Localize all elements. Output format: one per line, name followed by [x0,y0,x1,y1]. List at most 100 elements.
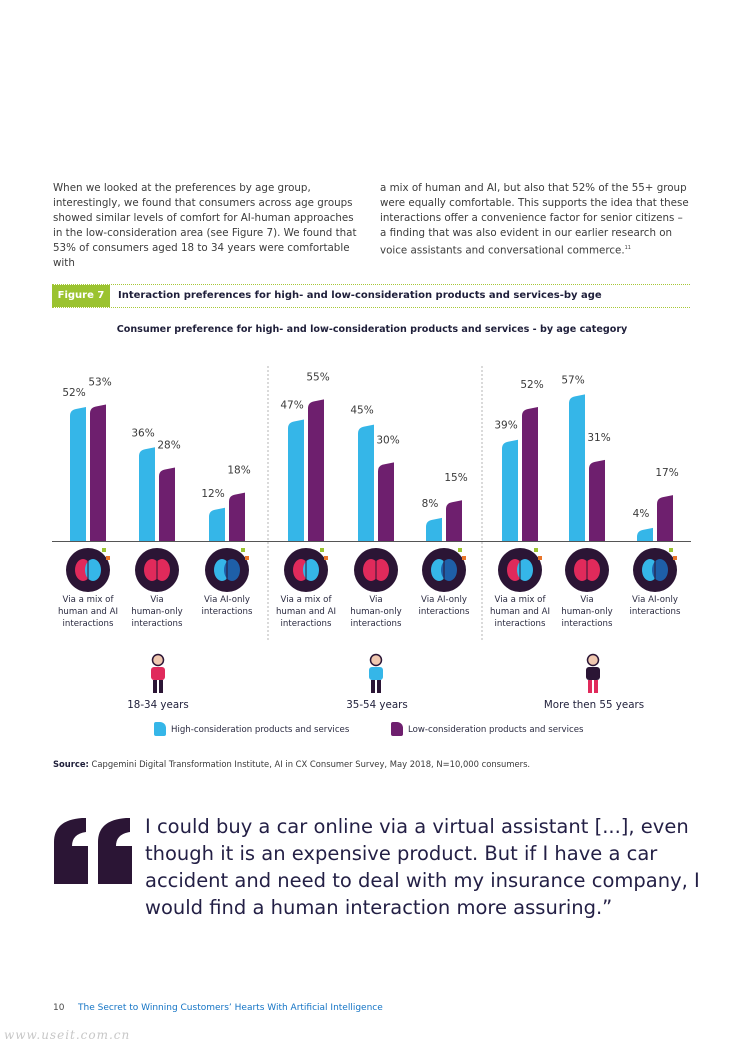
data-label: 12% [201,488,224,500]
legend-label-high: High-consideration products and services [171,725,350,735]
category-label-line: Via [580,595,594,605]
data-label: 4% [633,508,650,520]
bar-high [209,507,225,541]
category-label: Via human-only interactions [552,594,622,630]
data-label: 47% [280,400,303,412]
category-label-line: Via a mix of [62,595,114,605]
brain-icon [135,548,179,592]
category-label: Via AI-only interactions [192,594,262,618]
data-label: 17% [655,467,678,479]
data-label: 36% [131,427,154,439]
category-label-line: Via AI-only [421,595,467,605]
bar-low [229,492,245,541]
bar-high [358,424,374,541]
brain-icon [565,548,609,592]
data-label: 52% [520,379,543,391]
category-label-line: human-only [561,607,613,617]
category-label-line: Via a mix of [280,595,332,605]
page-number: 10 [53,1003,65,1013]
age-label-55-plus: More then 55 years [543,699,645,711]
footnote-ref: 11 [624,245,631,251]
bar-low [589,459,605,541]
category-label-line: human and AI [57,607,119,617]
category-label-line: interactions [201,607,253,617]
brain-icon [354,548,398,592]
category-label: Via a mix of human and AI interactions [271,594,341,630]
bar-low [90,404,106,541]
category-label-line: interactions [350,619,402,629]
category-label-line: Via AI-only [204,595,250,605]
circuit-brain-icon [633,548,677,592]
data-label: 55% [306,371,329,383]
data-label: 31% [587,432,610,444]
category-label-line: human-only [131,607,183,617]
data-label: 39% [494,420,517,432]
data-label: 28% [157,439,180,451]
brain-circuit-icon [498,548,542,592]
bar-high [70,406,86,541]
middle-aged-woman-icon [369,653,383,693]
category-label-line: interactions [629,607,681,617]
senior-person-icon [586,653,600,693]
data-label: 57% [561,374,584,386]
watermark: www.useit.com.cn [4,1028,131,1042]
source-text: Capgemini Digital Transformation Institu… [91,759,531,769]
figure-tag: Figure 7 [52,285,110,307]
pull-quote: I could buy a car online via a virtual a… [145,815,700,919]
data-label: 53% [88,376,111,388]
bar-high [426,517,442,541]
data-label: 45% [350,405,373,417]
young-person-icon [151,653,165,693]
source-note: Source: Capgemini Digital Transformation… [53,759,530,769]
bar-high [569,394,585,541]
category-label-line: interactions [131,619,183,629]
circuit-brain-icon [205,548,249,592]
category-label-line: interactions [280,619,332,629]
circuit-brain-icon [422,548,466,592]
source-label: Source: [53,759,89,769]
legend-swatch-high [154,722,166,736]
category-label-line: Via a mix of [494,595,546,605]
footer-title: The Secret to Winning Customers’ Hearts … [78,1003,383,1013]
brain-circuit-icon [284,548,328,592]
bar-low [308,399,324,541]
data-label: 15% [444,472,467,484]
category-label: Via AI-only interactions [620,594,690,618]
bar-high [288,419,304,541]
intro-paragraph-right: a mix of human and AI, but also that 52%… [380,181,692,258]
data-label: 52% [62,387,85,399]
category-label-line: interactions [494,619,546,629]
category-label-line: Via [369,595,383,605]
category-label-line: interactions [561,619,613,629]
brain-circuit-icon [66,548,110,592]
bar-low [522,406,538,541]
data-label: 18% [227,465,250,477]
legend-swatch-low [391,722,403,736]
intro-paragraph-left: When we looked at the preferences by age… [53,182,357,269]
bar-low [159,467,175,541]
figure-title: Interaction preferences for high- and lo… [118,290,602,301]
bar-low [446,500,462,541]
quote-mark-icon [54,818,132,884]
category-label-line: Via [150,595,164,605]
bar-high [502,439,518,541]
data-label: 30% [376,434,399,446]
figure-header: Figure 7 Interaction preferences for hig… [52,284,690,308]
chart-title: Consumer preference for high- and low-co… [116,324,628,335]
age-label-35-54: 35-54 years [346,699,408,711]
category-label: Via AI-only interactions [409,594,479,618]
category-label: Via a mix of human and AI interactions [53,594,123,630]
age-label-18-34: 18-34 years [127,699,189,711]
bar-high [139,447,155,541]
intro-right-text: a mix of human and AI, but also that 52%… [380,182,689,257]
bar-high [637,527,653,541]
category-label-line: human and AI [489,607,551,617]
category-label-line: interactions [418,607,470,617]
category-label: Via a mix of human and AI interactions [485,594,555,630]
category-label-line: interactions [62,619,114,629]
data-label: 8% [422,498,439,510]
category-label-line: human-only [350,607,402,617]
legend-label-low: Low-consideration products and services [408,725,584,735]
bar-chart: 52% 36% 12% 47% 45% 8% 39% 57% 4% 53% 28% 18% 55% 30%… [52,366,691,693]
category-label-line: Via AI-only [632,595,678,605]
